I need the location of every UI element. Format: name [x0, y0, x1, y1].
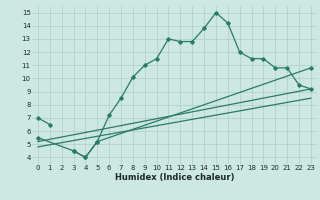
- X-axis label: Humidex (Indice chaleur): Humidex (Indice chaleur): [115, 173, 234, 182]
